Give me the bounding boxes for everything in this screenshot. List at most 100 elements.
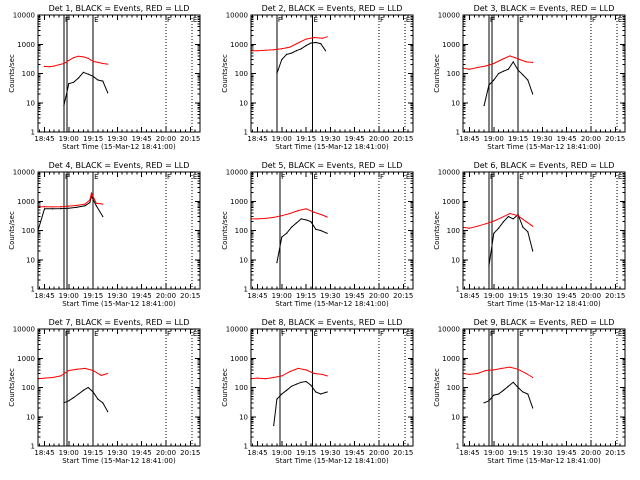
data-point-events [320,43,322,45]
marker-letter: E [618,330,622,338]
detector-panel-3: Det 3, BLACK = Events, RED = LLD 1 10 100 10… [433,4,626,151]
marker-letter: F [490,173,494,181]
data-point-events [315,228,317,230]
y-tick-label: 100 [447,70,460,78]
data-point-events [295,222,297,224]
data-point-lld [43,377,46,379]
data-point-events [502,389,505,391]
data-point-lld [305,369,307,371]
data-point-lld [509,212,511,215]
data-point-events [320,393,322,395]
marker-letter: E [618,16,622,24]
data-point-lld [501,216,503,219]
x-axis-label: Start Time (15-Mar-12 18:41:00) [62,457,176,465]
data-point-lld [501,58,503,61]
x-tick-label: 19:30 [320,449,340,457]
data-point-lld [281,48,283,50]
y-tick-label: 10000 [226,12,248,20]
x-tick-label: 19:30 [107,135,127,143]
data-point-lld [297,367,299,369]
data-point-events [483,104,485,107]
y-tick-label: 10 [239,256,248,264]
data-point-lld [97,61,99,63]
series-line-events [63,71,109,106]
data-point-lld [273,376,275,379]
x-tick-label: 19:30 [320,292,340,300]
y-axis-label: Counts/sec [433,54,441,93]
y-tick-label: 1 [31,129,35,137]
data-point-events [512,381,514,383]
y-axis-label: Counts/sec [221,211,229,250]
data-point-lld [493,62,495,65]
x-tick-label: 19:45 [132,449,152,457]
data-point-events [63,402,65,404]
data-point-lld [525,61,527,63]
data-point-lld [60,206,62,208]
x-tick-label: 19:30 [320,135,340,143]
plot-frame [37,14,201,133]
data-point-events [502,70,505,72]
plot-frame [250,14,414,133]
data-point-events [532,250,534,252]
data-point-lld [281,215,283,217]
x-tick-label: 19:45 [557,449,577,457]
data-point-events [89,201,91,204]
data-point-events [107,410,109,413]
data-point-lld [92,60,94,62]
data-point-lld [68,205,70,207]
data-point-events [281,58,283,61]
data-point-events [315,41,317,44]
data-point-lld [313,211,315,213]
y-axis-label: Counts/sec [8,368,16,407]
x-tick-label: 19:00 [484,292,504,300]
data-point-lld [517,215,519,217]
data-point-events [281,236,283,238]
data-point-events [286,232,288,234]
data-point-lld [48,66,50,68]
data-point-events [97,79,99,81]
data-point-lld [321,373,323,376]
data-point-lld [517,368,519,370]
x-tick-label: 19:00 [484,449,504,457]
marker-letter: F [167,16,171,24]
marker-letter: F [380,16,384,24]
data-point-events [488,265,490,267]
y-tick-label: 10000 [438,169,460,177]
data-point-events [68,400,70,402]
series-line-lld [37,367,108,380]
data-point-lld [532,225,534,227]
data-point-lld [532,376,534,379]
data-point-events [300,48,302,50]
data-point-events [60,208,62,210]
data-point-lld [313,372,315,375]
x-tick-label: 19:00 [484,135,504,143]
data-point-lld [256,50,259,52]
data-point-events [82,71,84,73]
data-point-lld [107,63,109,65]
data-point-events [498,393,500,395]
data-point-events [276,398,278,400]
x-tick-label: 20:00 [369,292,389,300]
panel-title: Det 7, BLACK = Events, RED = LLD [49,318,190,327]
x-tick-label: 20:15 [393,292,413,300]
data-point-events [276,72,278,75]
detector-panel-8: Det 8, BLACK = Events, RED = LLD 1 10 100 10… [221,318,414,465]
data-point-lld [485,65,487,67]
series-line-events [273,380,328,426]
data-point-events [493,79,495,81]
x-tick-label: 19:00 [272,135,292,143]
data-point-events [276,261,278,264]
data-point-events [532,93,534,95]
marker-letter: F [65,16,69,24]
y-tick-label: 10 [26,256,35,264]
data-point-lld [321,214,323,216]
data-point-lld [514,56,516,59]
data-point-lld [273,49,275,51]
y-tick-label: 10000 [438,12,460,20]
series-line-lld [462,366,533,378]
data-point-events [320,229,322,232]
data-point-events [97,398,99,400]
y-tick-label: 10000 [438,326,460,334]
x-tick-label: 20:15 [393,135,413,143]
detector-panel-7: Det 7, BLACK = Events, RED = LLD 1 10 100 10… [8,318,201,465]
